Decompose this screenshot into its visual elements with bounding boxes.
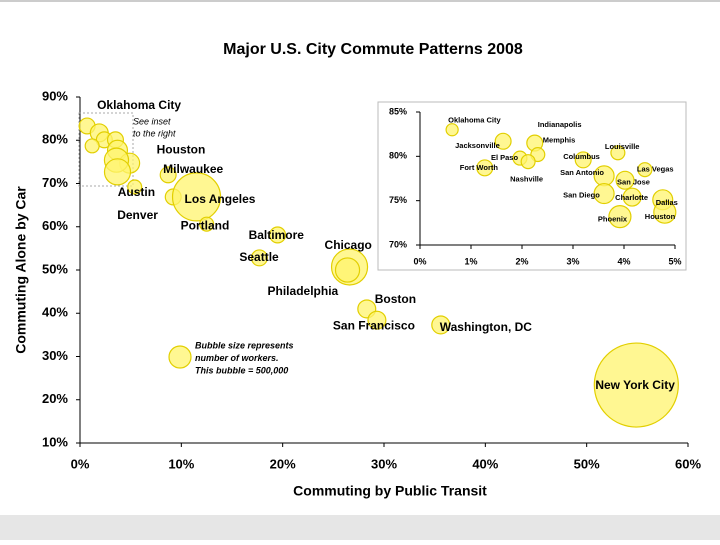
bubble-label: San Diego [563,191,600,200]
bubble [199,216,215,232]
y-tick-label: 50% [42,261,68,276]
bubble [367,310,387,330]
bubble-label: Washington, DC [440,320,533,334]
bubble-label: Charlotte [615,193,648,202]
x-tick-label: 10% [168,456,194,471]
size-note: number of workers. [195,353,279,363]
y-tick-label: 40% [42,305,68,320]
bubble-label: Los Angeles [185,192,256,206]
bubble-label: Indianapolis [538,120,582,129]
bubble-label: Las Vegas [637,165,674,174]
bubble [622,187,642,207]
y-tick-label: 90% [42,88,68,103]
size-note: This bubble = 500,000 [195,365,288,375]
bubble [171,172,222,222]
bubble-label: Seattle [239,250,279,264]
bubble-label: Dallas [656,198,678,207]
bubble-label: Boston [375,292,416,306]
x-tick-label: 3% [566,256,579,266]
bubble [334,257,361,283]
inset-region [78,112,134,187]
inset-frame [377,101,687,271]
bubble [574,151,592,169]
x-tick-label: 40% [472,456,498,471]
x-tick-label: 0% [71,456,90,471]
y-tick-label: 70% [42,175,68,190]
x-tick-label: 0% [413,256,426,266]
x-tick-label: 2% [515,256,528,266]
bubble-label: Memphis [543,136,576,145]
x-tick-label: 30% [371,456,397,471]
y-tick-label: 80% [389,151,407,161]
bubble [608,205,632,229]
bubble-label: Fort Worth [460,163,499,172]
bubble [84,138,100,154]
bubble [637,162,653,178]
bubble [593,183,615,205]
bubble [494,132,512,150]
bottom-band [0,515,720,540]
y-tick-label: 20% [42,391,68,406]
bubble-label: Oklahoma City [97,98,181,112]
inset-note: to the right [133,128,176,138]
bubble-label: Phoenix [598,215,628,224]
inset-note: See inset [133,116,171,126]
y-tick-label: 60% [42,218,68,233]
y-tick-label: 30% [42,348,68,363]
x-tick-label: 60% [675,456,701,471]
bubble-label: El Paso [491,153,519,162]
x-tick-label: 50% [574,456,600,471]
y-axis-title: Commuting Alone by Car [13,186,29,354]
bubble [445,123,459,137]
bubble-label: Austin [118,185,155,199]
bubble-label: Columbus [563,152,600,161]
bubble-label: Houston [157,142,206,156]
bubble-label: San Francisco [333,318,415,332]
bubble [159,166,177,184]
x-tick-label: 4% [617,256,630,266]
x-tick-label: 1% [464,256,477,266]
bubble-label: Denver [117,208,158,222]
x-axis-title: Commuting by Public Transit [293,483,487,499]
bubble [250,249,268,267]
bubble [431,315,451,335]
y-tick-label: 80% [42,132,68,147]
bubble [610,145,626,161]
y-tick-label: 75% [389,195,407,205]
y-tick-label: 10% [42,434,68,449]
bubble-label: Chicago [325,238,372,252]
bubble-label: San Antonio [560,168,604,177]
bubble [476,159,494,177]
bubble-label: Oklahoma City [448,116,501,125]
bubble-label: Jacksonville [455,141,500,150]
bubble-label: New York City [595,378,675,392]
bubble-label: Baltimore [249,228,305,242]
y-tick-label: 85% [389,106,407,116]
bubble-label: Milwaukee [163,162,223,176]
bubble-label: Philadelphia [268,284,339,298]
bubble [615,170,635,190]
bubble-label: Houston [645,212,676,221]
bubble [520,154,536,170]
bubble [593,342,679,428]
bubble-label: Nashville [510,175,543,184]
bubble [103,158,132,186]
x-tick-label: 5% [668,256,681,266]
size-note: Bubble size represents [195,340,294,350]
bubble-label: Portland [181,218,230,232]
chart-title: Major U.S. City Commute Patterns 2008 [223,41,523,58]
bubble [269,226,287,244]
bubble [653,200,677,224]
bubble-label: Louisville [605,142,640,151]
y-tick-label: 70% [389,239,407,249]
x-tick-label: 20% [270,456,296,471]
bubble [127,179,143,195]
size-legend-bubble [168,345,192,369]
bubble-label: San Jose [617,177,650,186]
